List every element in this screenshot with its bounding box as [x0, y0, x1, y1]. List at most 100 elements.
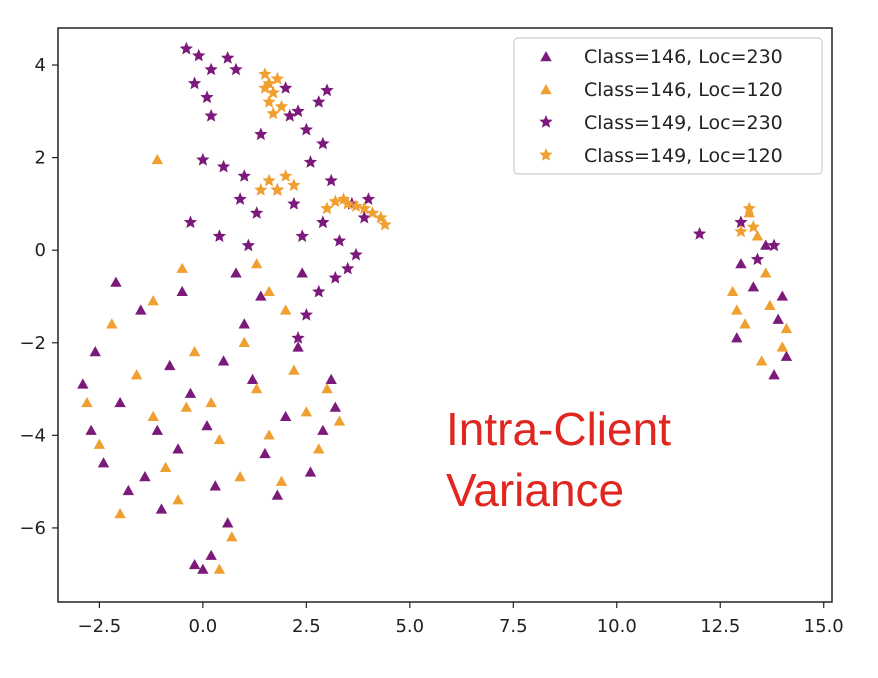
annotation-line-1: Intra-Client	[446, 403, 671, 455]
data-point	[279, 81, 293, 94]
data-point	[332, 233, 347, 247]
data-point	[296, 267, 308, 278]
y-tick-label: −6	[19, 518, 46, 539]
data-point	[262, 173, 276, 187]
data-point	[357, 210, 371, 224]
series-1	[81, 153, 793, 574]
data-point	[755, 355, 768, 366]
data-point	[246, 373, 259, 385]
y-tick-label: −2	[19, 333, 46, 354]
legend-marker	[539, 148, 553, 161]
data-point	[106, 318, 118, 329]
data-point	[222, 517, 234, 528]
data-point	[329, 401, 342, 412]
data-point	[217, 355, 230, 366]
data-point	[130, 369, 143, 380]
data-point	[324, 173, 338, 187]
points-layer	[77, 41, 793, 574]
data-point	[731, 304, 743, 315]
x-tick-label: 2.5	[292, 616, 321, 637]
data-point	[135, 304, 147, 315]
data-point	[266, 85, 280, 99]
data-point	[316, 215, 330, 229]
data-point	[85, 424, 97, 435]
y-tick-label: 4	[35, 55, 46, 76]
data-point	[93, 438, 106, 449]
data-point	[263, 429, 275, 440]
x-axis: −2.5 0.0 2.5 5.0 7.5 10.0 12.5 15.0	[78, 602, 844, 637]
data-point	[250, 258, 263, 269]
x-tick-label: 12.5	[700, 616, 740, 637]
data-point	[780, 322, 793, 334]
data-point	[255, 290, 267, 301]
data-point	[316, 136, 330, 150]
data-point	[295, 229, 309, 242]
data-point	[776, 290, 789, 301]
data-point	[279, 169, 293, 182]
data-point	[751, 230, 764, 241]
data-point	[336, 192, 351, 205]
data-point	[279, 304, 292, 315]
data-point	[205, 396, 217, 408]
data-point	[164, 359, 176, 371]
data-point	[213, 563, 226, 574]
data-point	[176, 285, 188, 297]
data-point	[274, 99, 289, 113]
data-point	[312, 95, 326, 108]
data-point	[159, 461, 172, 472]
data-point	[155, 503, 168, 514]
x-tick-label: −2.5	[78, 616, 122, 637]
data-point	[313, 443, 325, 454]
legend-label: Class=149, Loc=120	[584, 145, 783, 167]
data-point	[747, 281, 760, 292]
data-point	[250, 206, 264, 219]
legend-label: Class=146, Loc=120	[584, 79, 783, 101]
data-point	[230, 267, 242, 278]
x-tick-label: 10.0	[597, 616, 637, 637]
data-point	[188, 558, 201, 570]
data-point	[734, 224, 748, 238]
data-point	[204, 109, 218, 122]
annotation: Intra-Client Variance	[446, 403, 671, 516]
legend-marker	[540, 51, 552, 62]
data-point	[321, 383, 333, 394]
data-point	[151, 153, 164, 165]
data-point	[320, 83, 334, 97]
series-0	[77, 239, 793, 574]
data-point	[238, 318, 250, 329]
data-point	[767, 238, 781, 252]
data-point	[288, 364, 300, 375]
data-point	[266, 106, 280, 120]
data-point	[303, 155, 318, 168]
data-point	[299, 308, 313, 321]
data-point	[349, 199, 363, 212]
data-point	[196, 152, 210, 166]
legend-box	[513, 37, 823, 175]
data-point	[258, 67, 272, 80]
data-point	[270, 183, 284, 196]
data-point	[172, 494, 184, 505]
data-point	[212, 229, 227, 242]
data-point	[746, 220, 760, 233]
data-point	[229, 62, 243, 76]
data-point	[726, 285, 739, 297]
data-point	[259, 447, 271, 459]
y-axis: 4 2 0 −2 −4 −6	[19, 55, 58, 539]
data-point	[200, 90, 214, 104]
data-point	[238, 336, 250, 347]
data-point	[304, 466, 317, 477]
legend: Class=146, Loc=230 Class=146, Loc=120 Clas…	[513, 37, 823, 175]
data-point	[262, 95, 276, 108]
legend-label: Class=149, Loc=230	[584, 112, 783, 134]
data-point	[300, 406, 313, 417]
data-point	[204, 62, 218, 76]
data-point	[151, 424, 164, 435]
data-point	[760, 267, 772, 278]
plot-frame	[57, 27, 833, 603]
legend-label: Class=146, Loc=230	[584, 46, 783, 68]
data-point	[772, 313, 784, 324]
data-point	[180, 401, 193, 412]
data-point	[81, 396, 93, 408]
data-point	[768, 369, 780, 380]
